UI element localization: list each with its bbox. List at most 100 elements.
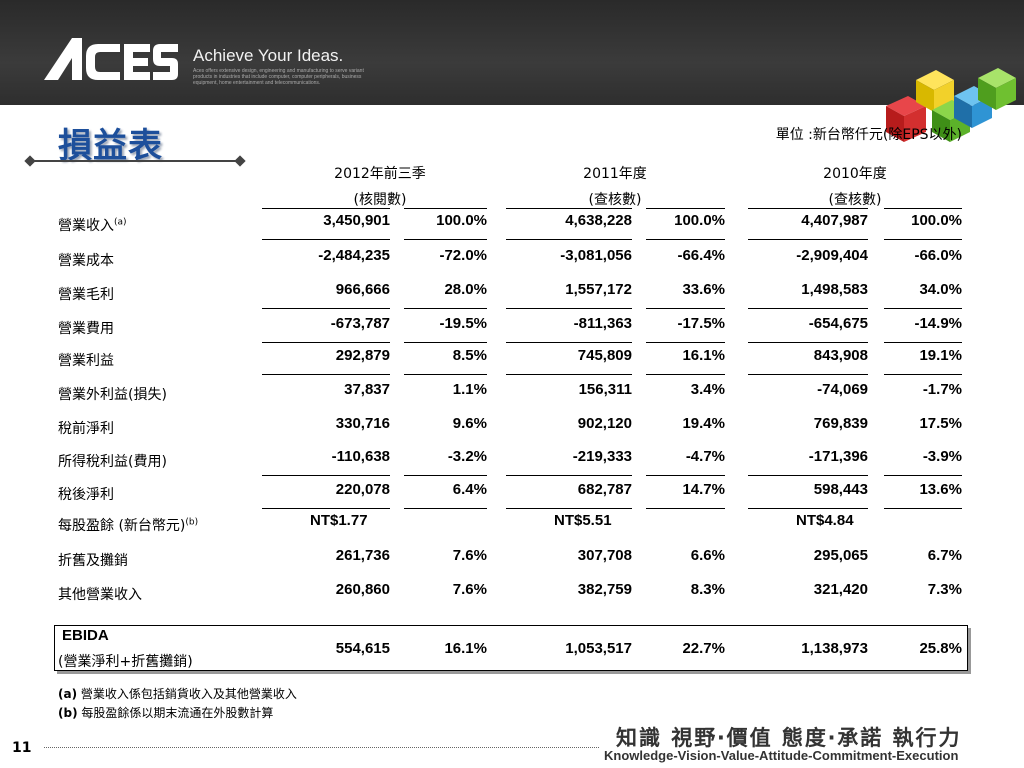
- table-cell: 1,557,172: [565, 281, 632, 298]
- row-separator: [506, 508, 632, 509]
- row-separator: [262, 475, 390, 476]
- row-separator: [646, 374, 725, 375]
- table-cell: 295,065: [813, 547, 868, 564]
- row-separator: [262, 308, 390, 309]
- ebida-cell: 16.1%: [444, 640, 487, 657]
- table-cell: NT$1.77: [310, 512, 368, 529]
- table-cell: 843,908: [813, 347, 868, 364]
- table-cell: NT$4.84: [796, 512, 854, 529]
- table-cell: -3.2%: [447, 448, 487, 465]
- row-label: 折舊及攤銷: [58, 553, 128, 569]
- row-separator: [262, 342, 390, 343]
- table-cell: 6.7%: [927, 547, 962, 564]
- table-cell: 682,787: [577, 481, 632, 498]
- row-label: 營業利益: [58, 353, 114, 369]
- table-cell: 13.6%: [919, 481, 962, 498]
- cubes-graphic: [886, 68, 1016, 142]
- table-cell: 745,809: [577, 347, 632, 364]
- row-separator: [262, 374, 390, 375]
- table-cell: -110,638: [331, 448, 390, 465]
- tagline: Achieve Your Ideas.: [193, 46, 344, 65]
- row-label: 營業外利益(損失): [58, 387, 167, 403]
- table-cell: -171,396: [808, 448, 868, 465]
- table-cell: 292,879: [335, 347, 390, 364]
- table-cell: 7.3%: [927, 581, 962, 598]
- table-cell: 156,311: [578, 381, 632, 398]
- ebida-sublabel: (營業淨利+折舊攤銷): [58, 654, 193, 670]
- table-cell: -673,787: [330, 315, 390, 332]
- page-title: 損益表: [58, 126, 163, 166]
- table-cell: 321,420: [813, 581, 868, 598]
- title-underline: [24, 155, 246, 167]
- row-separator: [646, 475, 725, 476]
- table-cell: -219,333: [572, 448, 632, 465]
- row-separator: [884, 508, 962, 509]
- table-cell: -3.9%: [922, 448, 962, 465]
- table-cell: -66.4%: [677, 247, 725, 264]
- aces-logo: [44, 38, 178, 80]
- row-separator: [506, 475, 632, 476]
- table-cell: 1.1%: [452, 381, 487, 398]
- table-cell: -654,675: [808, 315, 868, 332]
- table-cell: 4,407,987: [801, 212, 868, 229]
- table-cell: 17.5%: [919, 415, 962, 432]
- footnote-b: (b) 每股盈餘係以期末流通在外股數計算: [58, 706, 274, 720]
- table-cell: -4.7%: [685, 448, 725, 465]
- table-cell: -2,909,404: [796, 247, 868, 264]
- row-label: 營業成本: [58, 253, 114, 269]
- table-cell: 9.6%: [452, 415, 487, 432]
- row-separator: [646, 239, 725, 240]
- ebida-cell: 1,053,517: [565, 640, 632, 657]
- row-separator: [884, 308, 962, 309]
- row-separator: [404, 508, 487, 509]
- row-label: 營業收入(a): [58, 217, 127, 234]
- header-separator: [404, 208, 487, 209]
- row-separator: [748, 239, 868, 240]
- row-separator: [748, 508, 868, 509]
- table-cell: 307,708: [577, 547, 632, 564]
- table-cell: 16.1%: [682, 347, 725, 364]
- row-separator: [404, 342, 487, 343]
- table-cell: 19.1%: [919, 347, 962, 364]
- ebida-box: [54, 625, 968, 671]
- table-cell: 3.4%: [690, 381, 725, 398]
- table-cell: 19.4%: [682, 415, 725, 432]
- row-separator: [646, 308, 725, 309]
- row-label: 營業費用: [58, 321, 114, 337]
- table-cell: 220,078: [335, 481, 390, 498]
- column-header-2010: 2010年度 (查核數): [823, 166, 887, 208]
- table-cell: 100.0%: [674, 212, 725, 229]
- table-cell: 100.0%: [911, 212, 962, 229]
- row-separator: [506, 342, 632, 343]
- header-separator: [884, 208, 962, 209]
- row-separator: [748, 475, 868, 476]
- table-cell: 260,860: [335, 581, 390, 598]
- row-separator: [884, 239, 962, 240]
- row-separator: [404, 239, 487, 240]
- row-label: 稅前淨利: [58, 421, 114, 437]
- row-separator: [262, 239, 390, 240]
- slogan-chinese: 知識 視野‧價值 態度‧承諾 執行力: [616, 726, 962, 750]
- table-cell: 902,120: [577, 415, 632, 432]
- ebida-cell: 554,615: [335, 640, 390, 657]
- table-cell: -3,081,056: [560, 247, 632, 264]
- ebida-cell: 25.8%: [919, 640, 962, 657]
- table-cell: 8.3%: [690, 581, 725, 598]
- table-cell: 7.6%: [452, 547, 487, 564]
- table-cell: 966,666: [335, 281, 390, 298]
- row-separator: [748, 308, 868, 309]
- row-separator: [646, 342, 725, 343]
- table-cell: -2,484,235: [318, 247, 390, 264]
- table-cell: -14.9%: [914, 315, 962, 332]
- row-separator: [748, 374, 868, 375]
- row-separator: [404, 308, 487, 309]
- table-cell: 769,839: [813, 415, 868, 432]
- table-cell: NT$5.51: [554, 512, 612, 529]
- table-cell: 14.7%: [682, 481, 725, 498]
- header-separator: [646, 208, 725, 209]
- row-label: 營業毛利: [58, 287, 114, 303]
- ebida-label: EBIDA: [62, 627, 109, 644]
- table-cell: 330,716: [335, 415, 390, 432]
- row-separator: [884, 342, 962, 343]
- row-label: 其他營業收入: [58, 587, 142, 603]
